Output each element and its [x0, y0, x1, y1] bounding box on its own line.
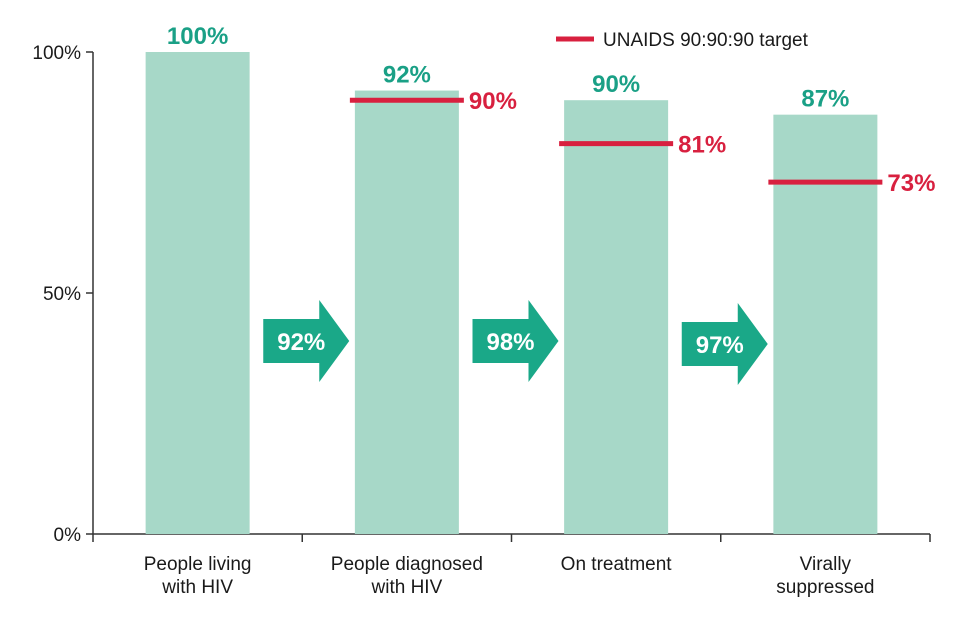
- legend: UNAIDS 90:90:90 target: [556, 30, 809, 51]
- x-tick-label-line: Virally: [800, 554, 852, 575]
- x-tick-label-line: People diagnosed: [331, 554, 483, 575]
- bar: [145, 52, 250, 534]
- y-tick-label: 50%: [43, 284, 81, 305]
- step-arrow-label: 97%: [696, 332, 744, 359]
- target-value-label: 81%: [678, 132, 726, 159]
- x-tick-label-line: with HIV: [161, 577, 233, 598]
- legend-target-label: UNAIDS 90:90:90 target: [603, 30, 809, 51]
- bar-value-label: 90%: [592, 71, 640, 98]
- step-arrow: [263, 300, 350, 382]
- y-tick-label: 100%: [32, 43, 81, 64]
- bar-value-label: 92%: [383, 62, 431, 89]
- step-arrow-label: 98%: [486, 329, 534, 356]
- x-tick-label: Virally suppressed: [776, 554, 874, 598]
- x-tick-label: People living with HIV: [144, 554, 252, 598]
- bar: [564, 100, 669, 534]
- x-tick-label: On treatment: [561, 554, 673, 575]
- step-arrows: 92% 98% 97%: [263, 300, 768, 385]
- x-tick-label-line: with HIV: [371, 577, 443, 598]
- step-arrow-label: 92%: [277, 329, 325, 356]
- step-arrow: [472, 300, 559, 382]
- x-tick-label-line: On treatment: [561, 554, 673, 575]
- target-lines: [349, 97, 883, 185]
- x-tick-label: People diagnosed with HIV: [331, 554, 483, 598]
- x-tick-label-line: suppressed: [776, 577, 874, 598]
- bars: [145, 52, 878, 534]
- bar-value-label: 87%: [801, 86, 849, 113]
- bar: [773, 114, 878, 534]
- labels: 100% 92% 90% 87% 90% 81% 73%: [167, 23, 935, 197]
- bar-value-label: 100%: [167, 23, 228, 50]
- target-value-label: 90%: [469, 88, 517, 115]
- target-value-label: 73%: [887, 170, 935, 197]
- y-tick-label: 0%: [54, 525, 82, 546]
- bar: [354, 90, 459, 534]
- x-tick-label-line: People living: [144, 554, 252, 575]
- step-arrow: [681, 303, 768, 385]
